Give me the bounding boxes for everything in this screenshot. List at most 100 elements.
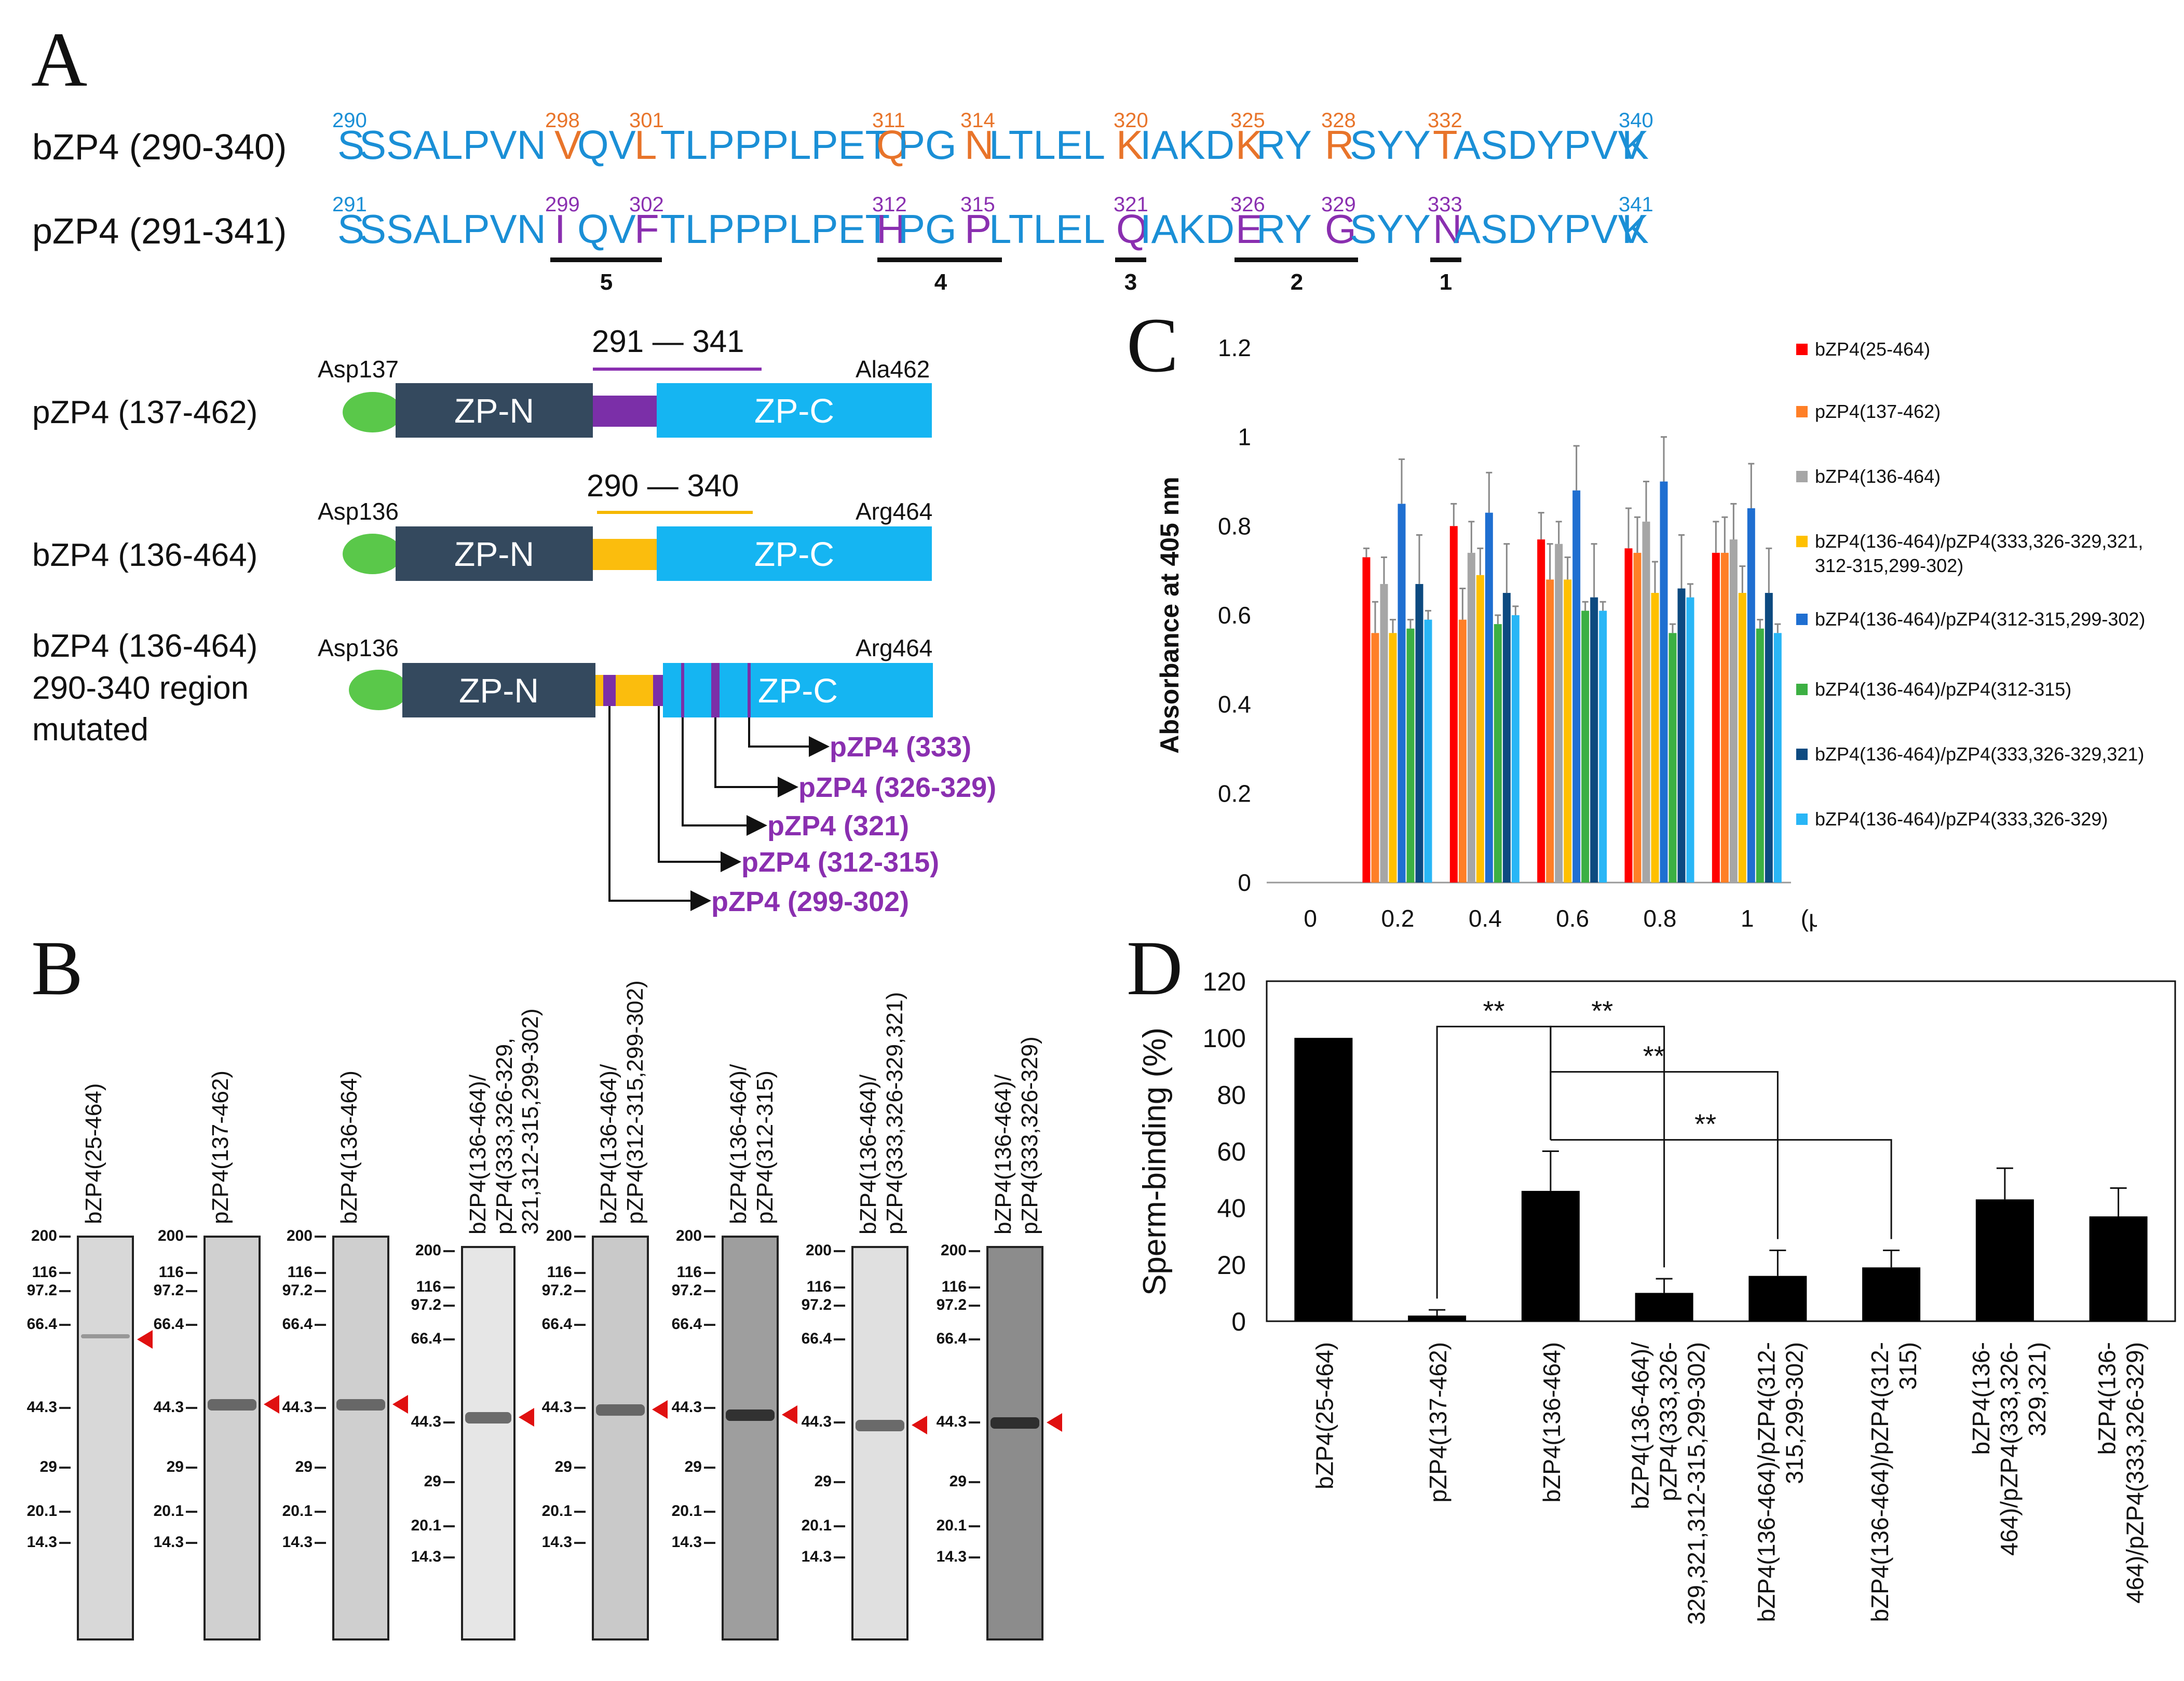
construct-3-mutation-299-302: [603, 675, 616, 706]
molecular-weight-marker: 97.2: [671, 1282, 702, 1299]
molecular-weight-marker: 66.4: [282, 1316, 313, 1333]
molecular-weight-marker: 29: [684, 1458, 702, 1475]
construct-mutated-label-line2: 290-340 region: [32, 670, 249, 706]
pzp4-residue-token: LTLEL: [989, 206, 1106, 252]
construct-1-zp-c-domain: ZP-C: [657, 383, 932, 438]
molecular-weight-marker: 200: [675, 1227, 702, 1244]
marker-tick: [574, 1407, 586, 1409]
construct-1-signal-oval: [343, 392, 402, 432]
molecular-weight-marker: 29: [554, 1458, 572, 1475]
chart-c-bar: [1599, 611, 1607, 883]
mutation-label-299-302: pZP4 (299-302): [711, 886, 910, 917]
molecular-weight-marker: 29: [166, 1458, 184, 1475]
marker-tick: [186, 1236, 197, 1238]
molecular-weight-marker: 66.4: [671, 1316, 702, 1333]
marker-tick: [969, 1421, 980, 1424]
molecular-weight-marker: 116: [32, 1264, 57, 1281]
pzp4-residue-token: RY: [1256, 206, 1312, 252]
molecular-weight-marker: 44.3: [411, 1413, 441, 1430]
gel-protein-band: [208, 1399, 256, 1411]
pzp4-residue-number: 302: [629, 193, 664, 216]
gel-lane: [851, 1246, 908, 1641]
molecular-weight-marker: 116: [416, 1278, 441, 1295]
molecular-weight-marker: 14.3: [282, 1534, 313, 1551]
molecular-weight-marker: 20.1: [801, 1517, 832, 1534]
pzp4-residue-token: ASDYPVV: [1454, 206, 1645, 252]
chart-d-y-tick-label: 80: [1217, 1080, 1246, 1109]
legend-swatch-icon: [1796, 814, 1808, 825]
bzp4-residue-token: T: [1433, 122, 1458, 168]
legend-label: bZP4(136-464)/pZP4(333,326-329,321): [1815, 743, 2145, 765]
marker-tick: [186, 1290, 197, 1292]
leader-333: [748, 717, 830, 757]
chart-c-legend-item: pZP4(137-462): [1796, 400, 2149, 424]
gel-lane: [461, 1246, 516, 1641]
gel-lane: [332, 1236, 389, 1641]
construct-2-range-label: 290 — 340: [587, 468, 739, 503]
gel-protein-band: [81, 1334, 130, 1338]
molecular-weight-marker: 44.3: [671, 1399, 702, 1416]
marker-tick: [59, 1236, 71, 1238]
chart-c-bar: [1380, 584, 1388, 883]
marker-tick: [315, 1511, 326, 1513]
bzp4-residue-token: S: [337, 122, 365, 168]
marker-tick: [574, 1542, 586, 1544]
pzp4-residue-number: 341: [1619, 193, 1653, 216]
pzp4-sequence: S SSALPVN I QV F TLPPPLPET H PG P LTLEL Q IAKD E RY G S…: [0, 209, 1713, 255]
construct-1-range-label: 291 — 341: [592, 324, 744, 359]
molecular-weight-marker: 20.1: [282, 1502, 313, 1520]
marker-tick: [574, 1272, 586, 1274]
chart-c-bar: [1424, 619, 1432, 883]
marker-tick: [315, 1236, 326, 1238]
molecular-weight-marker: 20.1: [671, 1502, 702, 1520]
marker-tick: [834, 1421, 845, 1424]
pzp4-residue-number: 299: [545, 193, 580, 216]
chart-c-legend-item: bZP4(136-464): [1796, 465, 2149, 489]
bzp4-residue-token: ASDYPVV: [1454, 122, 1645, 168]
bzp4-residue-token: QV: [577, 122, 636, 168]
chart-d-bar: [1521, 1190, 1580, 1321]
marker-tick: [186, 1542, 197, 1544]
marker-tick: [969, 1250, 980, 1252]
construct-2-start-label: Asp136: [318, 498, 399, 525]
pzp4-residue-token: S: [337, 206, 365, 252]
marker-tick: [59, 1324, 71, 1326]
chart-c-bar: [1415, 584, 1423, 883]
molecular-weight-marker: 14.3: [936, 1548, 967, 1565]
chart-c-bar: [1651, 593, 1659, 883]
construct-2-zp-n-domain: ZP-N: [396, 526, 593, 581]
marker-tick: [704, 1290, 715, 1292]
chart-c-legend-item: bZP4(136-464)/pZP4(312-315,299-302): [1796, 607, 2149, 632]
gel-lane-title: bZP4(136-464)/ pZP4(333,326-329, 321,312…: [465, 1008, 544, 1235]
legend-swatch-icon: [1796, 344, 1808, 355]
bzp4-residue-token: N: [965, 122, 994, 168]
gel-lane-title: bZP4(136-464)/ pZP4(312-315,299-302): [596, 980, 648, 1224]
pzp4-residue-number: 321: [1114, 193, 1148, 216]
marker-tick: [186, 1407, 197, 1409]
construct-2-zp-c-domain: ZP-C: [657, 526, 932, 581]
absorbance-chart: Absorbance at 405 nm 0 0.2 0.4 0.6 0.8 1 1.2 0 0.…: [1155, 334, 1817, 932]
construct-3-signal-oval: [349, 670, 409, 710]
gel-lane: [722, 1236, 779, 1641]
mutation-leader-lines: [608, 706, 830, 911]
marker-tick: [969, 1525, 980, 1527]
molecular-weight-marker: 14.3: [153, 1534, 184, 1551]
chart-c-y-tick-label: 0.2: [1218, 780, 1251, 807]
chart-c-bar: [1590, 597, 1598, 883]
bzp4-residue-token: RY: [1256, 122, 1312, 168]
panel-letter-c: C: [1127, 302, 1179, 388]
chart-d-y-tick-label: 20: [1217, 1251, 1246, 1280]
mutation-label-312-315: pZP4 (312-315): [741, 847, 940, 878]
chart-c-y-tick-label: 0.6: [1218, 602, 1251, 629]
chart-d-category-label: bZP4(25-464): [1311, 1342, 1338, 1489]
region-2-underline: [1235, 257, 1358, 262]
construct-3-mutation-326-329: [711, 663, 720, 717]
molecular-weight-marker: 20.1: [153, 1502, 184, 1520]
marker-tick: [186, 1324, 197, 1326]
chart-c-bar: [1756, 628, 1764, 883]
chart-c-bar: [1362, 557, 1371, 883]
chart-c-bar: [1467, 552, 1475, 883]
molecular-weight-marker: 97.2: [282, 1282, 313, 1299]
chart-c-bar: [1537, 539, 1545, 883]
marker-tick: [59, 1272, 71, 1274]
